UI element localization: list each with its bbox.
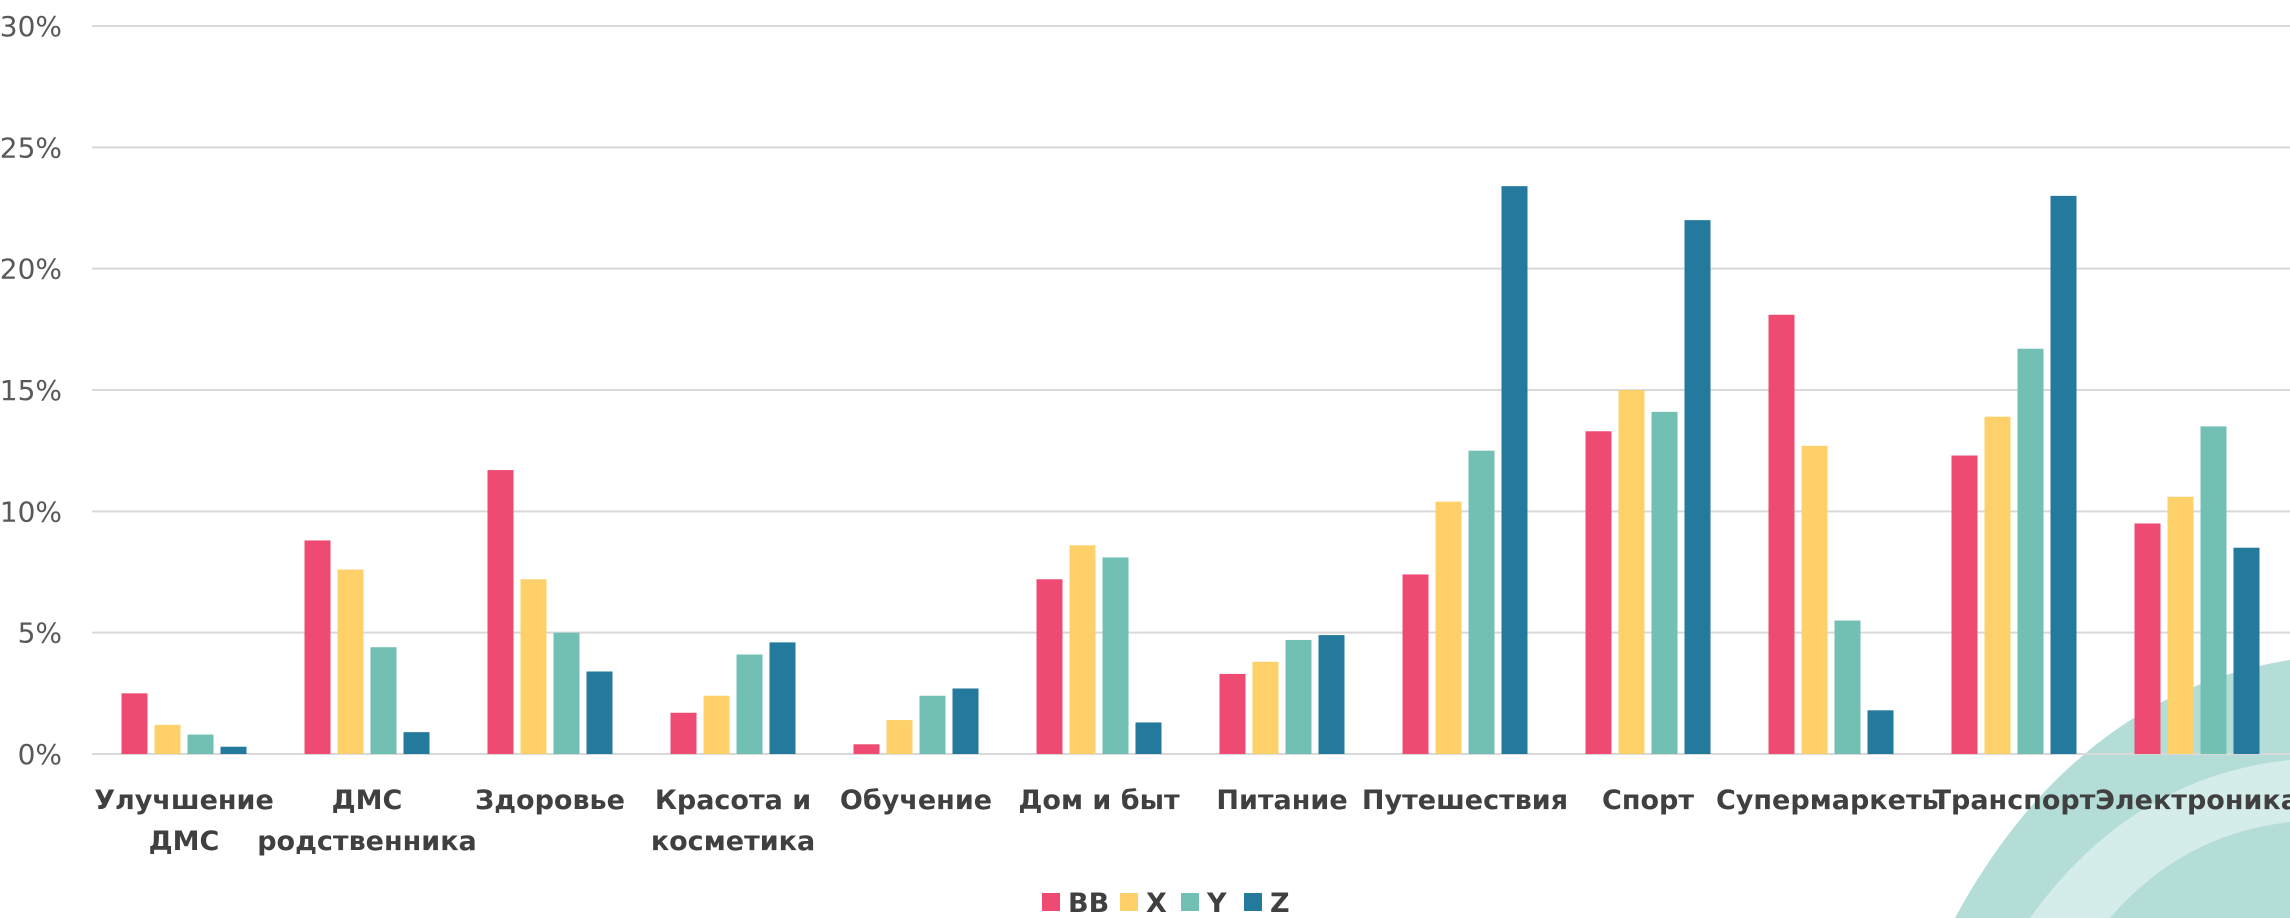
bar-x — [520, 579, 547, 754]
bar-bb — [1219, 673, 1246, 754]
bar-y — [736, 654, 763, 754]
x-category-label: Питание — [1216, 785, 1347, 816]
bar-y — [1285, 639, 1312, 754]
bar-bb — [670, 712, 697, 754]
legend-swatch-x — [1120, 893, 1138, 911]
bar-z — [2050, 195, 2077, 754]
bar-bb — [853, 744, 880, 754]
bar-y — [370, 647, 397, 754]
bar-x — [1252, 661, 1279, 754]
x-category-label: ДМС — [149, 826, 220, 857]
bar-y — [2017, 348, 2044, 754]
bar-bb — [1768, 314, 1795, 754]
bars — [121, 186, 2260, 755]
bar-z — [1135, 722, 1162, 754]
bar-bb — [2134, 523, 2161, 754]
bar-bb — [1585, 431, 1612, 754]
x-category-label: Спорт — [1602, 785, 1694, 816]
x-category-label: Супермаркеты — [1716, 785, 1946, 816]
bar-z — [769, 642, 796, 754]
y-tick-label: 25% — [0, 131, 62, 164]
bar-z — [952, 688, 979, 754]
gridlines — [92, 25, 2290, 755]
legend-label-x: X — [1146, 888, 1167, 918]
x-category-label: ДМС — [332, 785, 403, 816]
bar-y — [187, 734, 214, 754]
x-category-label: Электроника — [2095, 785, 2290, 816]
x-category-label: Путешествия — [1362, 785, 1568, 816]
bar-x — [337, 569, 364, 754]
bar-y — [1102, 557, 1129, 754]
legend-label-z: Z — [1270, 888, 1290, 918]
bar-x — [1435, 501, 1462, 754]
legend-swatch-y — [1181, 893, 1199, 911]
bar-z — [220, 746, 247, 754]
bar-bb — [1951, 455, 1978, 754]
legend-swatch-z — [1244, 893, 1262, 911]
x-category-label: Обучение — [840, 785, 992, 816]
bar-y — [1834, 620, 1861, 754]
bar-bb — [1402, 574, 1429, 754]
bar-x — [154, 724, 181, 754]
bar-x — [886, 720, 913, 754]
bar-bb — [304, 540, 331, 754]
bar-x — [1069, 545, 1096, 754]
y-tick-label: 0% — [18, 738, 62, 771]
bar-y — [1468, 450, 1495, 754]
x-category-label: Красота и — [655, 785, 811, 816]
bar-x — [703, 695, 730, 754]
y-tick-label: 20% — [0, 253, 62, 286]
bar-z — [403, 732, 430, 754]
legend-swatch-bb — [1042, 893, 1060, 911]
legend-label-y: Y — [1206, 888, 1227, 918]
bar-x — [2167, 496, 2194, 754]
legend: BB X Y Z — [1042, 888, 1290, 918]
bar-z — [1501, 186, 1528, 754]
bar-x — [1618, 390, 1645, 754]
bar-bb — [1036, 579, 1063, 754]
bar-y — [2200, 426, 2227, 754]
bar-y — [1651, 411, 1678, 754]
y-tick-label: 15% — [0, 374, 62, 407]
x-category-label: Транспорт — [1933, 785, 2096, 816]
y-axis-tick-labels: 0% 5% 10% 15% 20% 25% 30% — [0, 10, 62, 771]
bar-z — [586, 671, 613, 754]
y-tick-label: 10% — [0, 495, 62, 528]
bar-bb — [487, 470, 514, 754]
bar-z — [2233, 547, 2260, 754]
bar-y — [919, 695, 946, 754]
y-tick-label: 30% — [0, 10, 62, 43]
legend-label-bb: BB — [1068, 888, 1109, 918]
x-category-label: косметика — [651, 826, 815, 857]
decorative-wave-core — [2110, 822, 2290, 918]
bar-x — [1801, 445, 1828, 754]
bar-x — [1984, 416, 2011, 754]
x-category-label: Здоровье — [475, 785, 625, 816]
bar-z — [1867, 710, 1894, 754]
x-axis-category-labels: Улучшение ДМС ДМС родственника Здоровье Красо… — [94, 785, 2290, 857]
bar-y — [553, 632, 580, 754]
x-category-label: родственника — [257, 826, 477, 857]
bar-bb — [121, 693, 148, 754]
bar-z — [1318, 635, 1345, 754]
x-category-label: Дом и быт — [1018, 785, 1180, 816]
y-tick-label: 5% — [18, 617, 62, 650]
x-category-label: Улучшение — [94, 785, 274, 816]
bar-z — [1684, 220, 1711, 755]
